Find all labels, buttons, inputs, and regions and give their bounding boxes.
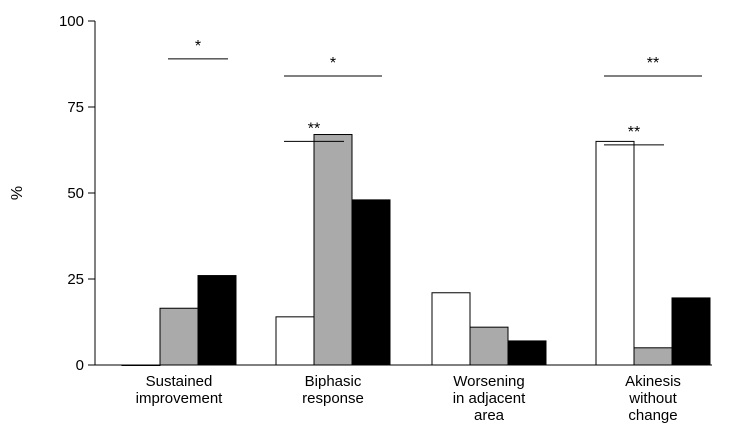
bar: [121, 364, 161, 366]
bar: [275, 316, 315, 366]
significance-markers: ********: [168, 38, 702, 146]
category-label: response: [302, 390, 364, 407]
significance-label: *: [330, 55, 336, 72]
significance-label: **: [308, 120, 320, 137]
bar: [431, 292, 471, 366]
bar: [197, 275, 237, 366]
bar: [159, 307, 199, 366]
bar: [595, 140, 635, 366]
category-label: Akinesis: [625, 373, 681, 390]
category-label: Biphasic: [305, 373, 362, 390]
bar: [469, 326, 509, 366]
y-tick-label: 100: [59, 13, 84, 30]
category-label: improvement: [136, 390, 224, 407]
bars: [121, 134, 711, 366]
category-label: change: [628, 407, 677, 424]
category-label: Sustained: [146, 373, 213, 390]
significance-label: *: [195, 38, 201, 55]
significance-label: **: [628, 124, 640, 141]
bar: [671, 297, 711, 366]
category-label: without: [628, 390, 677, 407]
bar: [633, 347, 673, 366]
category-label: in adjacent: [453, 390, 526, 407]
significance-label: **: [647, 55, 659, 72]
y-axis-label: %: [9, 186, 26, 200]
y-tick-label: 50: [67, 185, 84, 202]
bar: [313, 134, 353, 366]
category-label: area: [474, 407, 505, 424]
category-label: Worsening: [453, 373, 524, 390]
bar: [351, 199, 391, 366]
bar: [507, 340, 547, 366]
y-tick-label: 75: [67, 99, 84, 116]
y-tick-label: 25: [67, 271, 84, 288]
y-tick-label: 0: [76, 357, 84, 374]
